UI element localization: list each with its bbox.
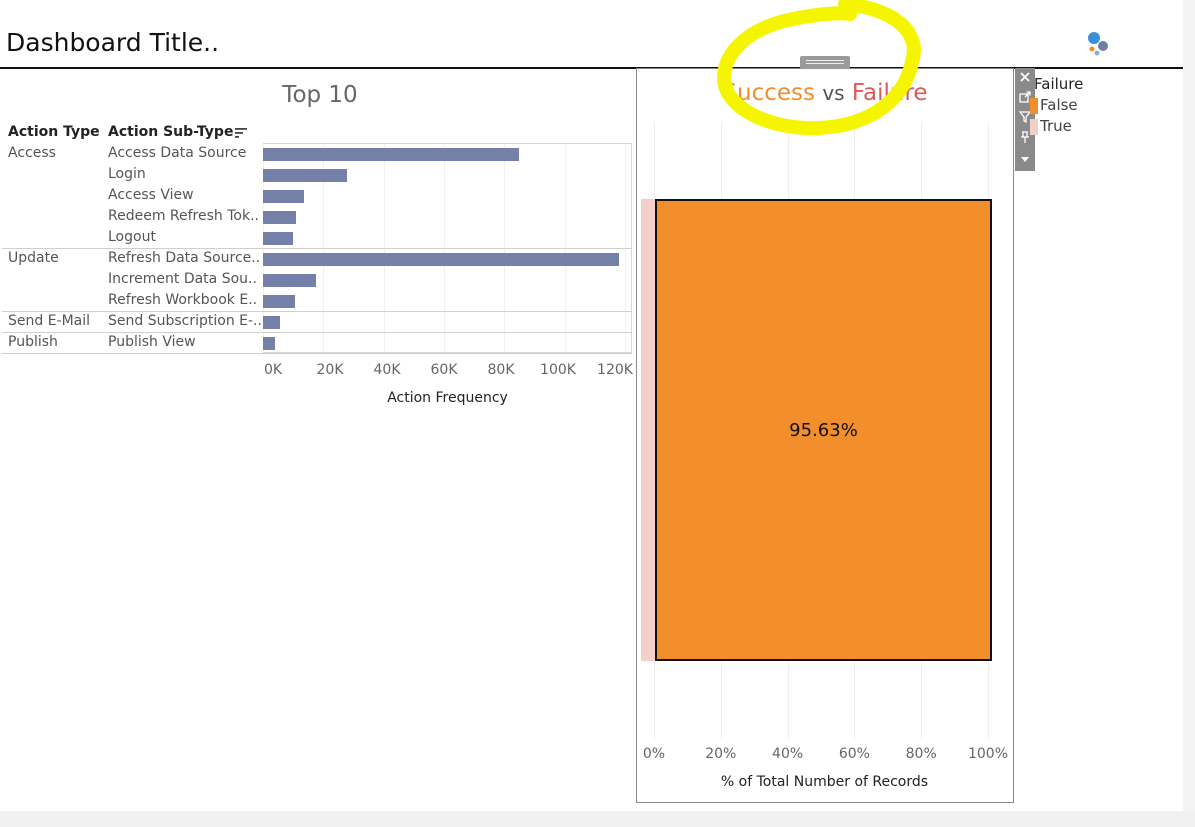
legend-swatch-false (1030, 98, 1038, 114)
header-action-subtype[interactable]: Action Sub-Type (108, 124, 234, 140)
legend-swatch-true (1030, 119, 1038, 135)
row-label[interactable]: Access View (108, 187, 194, 203)
top10-bar[interactable] (263, 253, 619, 266)
group-separator (2, 332, 632, 333)
svf-x-tick: 60% (838, 746, 870, 762)
bar-false-label: 95.63% (789, 420, 858, 441)
row-label[interactable]: Refresh Workbook E.. (108, 292, 258, 308)
pin-icon[interactable] (1018, 130, 1032, 144)
dashboard-right-edge (1183, 0, 1195, 827)
bar-false[interactable] (655, 199, 992, 661)
top10-bar[interactable] (263, 337, 275, 350)
title-vs: vs (822, 81, 845, 105)
top10-x-axis-label: Action Frequency (387, 390, 508, 406)
top10-bar[interactable] (263, 316, 280, 329)
svf-x-tick: 40% (772, 746, 804, 762)
header-action-type[interactable]: Action Type (8, 124, 100, 140)
top10-bar[interactable] (263, 190, 304, 203)
legend-title: Failure (1034, 75, 1084, 93)
dashboard-bottom-strip (0, 811, 1195, 827)
bar-true[interactable] (641, 199, 655, 661)
top10-x-tick: 80K (487, 362, 515, 378)
sheet-toolbar (1015, 68, 1035, 171)
top10-bar[interactable] (263, 211, 296, 224)
top10-x-tick: 60K (430, 362, 458, 378)
dashboard-title: Dashboard Title.. (6, 28, 220, 57)
row-label[interactable]: Logout (108, 229, 156, 245)
top10-x-tick: 20K (316, 362, 344, 378)
top10-x-tick: 100K (540, 362, 576, 378)
row-label[interactable]: Login (108, 166, 146, 182)
row-label[interactable]: Increment Data Sou.. (108, 271, 257, 287)
drag-handle[interactable] (800, 56, 850, 69)
top10-x-tick: 120K (597, 362, 633, 378)
svf-x-tick: 20% (705, 746, 737, 762)
group-separator (2, 311, 632, 312)
group-label[interactable]: Update (8, 250, 59, 266)
tableau-logo-icon (1088, 32, 1108, 56)
top10-bar[interactable] (263, 169, 347, 182)
close-icon[interactable] (1018, 70, 1032, 84)
svf-x-tick: 0% (642, 746, 666, 762)
legend-item-false[interactable]: False (1040, 96, 1078, 114)
svf-x-tick: 100% (967, 746, 1009, 762)
top10-bar[interactable] (263, 232, 293, 245)
top10-x-tick: 40K (373, 362, 401, 378)
success-failure-x-axis-label: % of Total Number of Records (720, 774, 929, 790)
highlight-annotation (716, 0, 921, 136)
group-label[interactable]: Access (8, 145, 56, 161)
top10-x-tick: 0K (263, 362, 283, 378)
group-label[interactable]: Send E-Mail (8, 313, 91, 329)
top10-bar[interactable] (263, 148, 519, 161)
top10-bar[interactable] (263, 274, 316, 287)
group-separator (2, 353, 632, 354)
row-label[interactable]: Refresh Data Source.. (108, 250, 261, 266)
open-external-icon[interactable] (1018, 90, 1032, 104)
more-options-icon[interactable] (1018, 152, 1032, 166)
top10-title: Top 10 (282, 82, 358, 108)
top10-bar[interactable] (263, 295, 295, 308)
svf-x-tick: 80% (905, 746, 937, 762)
legend-item-true[interactable]: True (1040, 117, 1072, 135)
sort-descending-icon[interactable] (234, 126, 248, 140)
title-divider (0, 67, 1183, 69)
group-separator (2, 248, 632, 249)
row-label[interactable]: Send Subscription E-.. (108, 313, 261, 329)
row-label[interactable]: Publish View (108, 334, 196, 350)
row-label[interactable]: Redeem Refresh Tok.. (108, 208, 259, 224)
group-label[interactable]: Publish (8, 334, 58, 350)
row-label[interactable]: Access Data Source (108, 145, 247, 161)
